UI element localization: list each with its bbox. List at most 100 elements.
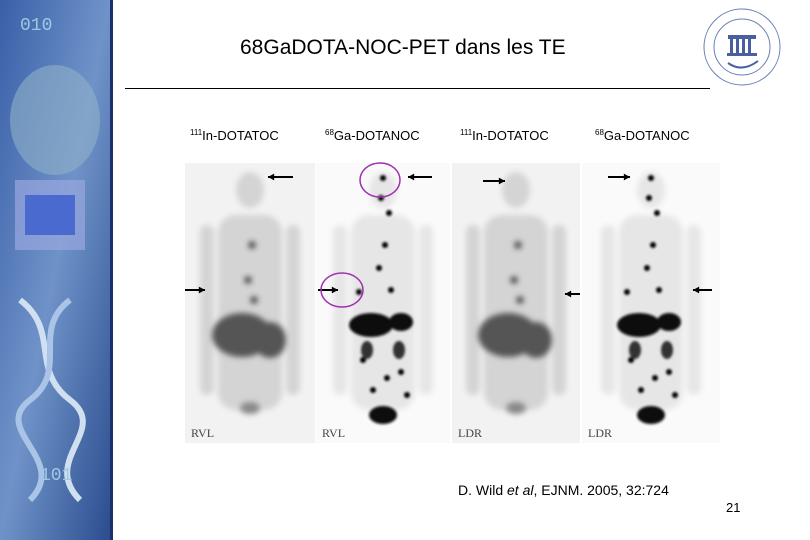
arm: [466, 225, 480, 395]
arm: [419, 225, 433, 395]
highlight-circle: [359, 162, 401, 198]
citation-source: , EJNM. 2005, 32:724: [533, 482, 669, 498]
tracer: Ga-DOTANOC: [333, 128, 420, 143]
head: [502, 172, 530, 208]
lesion: [380, 175, 386, 181]
body: [601, 172, 701, 410]
lesion: [376, 265, 382, 271]
lesion: [644, 265, 650, 271]
highlight-circle: [320, 272, 364, 308]
lesion: [650, 242, 656, 248]
body: [466, 172, 566, 410]
tracer: Ga-DOTANOC: [603, 128, 690, 143]
kidney: [629, 341, 641, 359]
tracer: In-DOTATOC: [202, 128, 279, 143]
lesion: [510, 276, 518, 284]
abdomen: [254, 322, 286, 358]
kidney: [361, 341, 373, 359]
lesion: [248, 241, 256, 249]
panel-label: 111In-DOTATOC: [460, 128, 549, 143]
strip-border: [110, 0, 113, 540]
liver: [349, 313, 393, 337]
organs: [212, 241, 286, 414]
head: [369, 172, 397, 208]
panel-label: 111In-DOTATOC: [190, 128, 279, 143]
lesion: [370, 387, 376, 393]
organs: [349, 175, 413, 424]
svg-text:101: 101: [40, 466, 72, 486]
bladder: [637, 406, 665, 424]
citation: D. Wild et al, EJNM. 2005, 32:724: [458, 482, 669, 498]
arrow-head: [693, 286, 700, 294]
torso: [484, 215, 548, 410]
lesion: [652, 375, 658, 381]
arrow-head: [565, 290, 572, 298]
corner-label: LDR: [458, 426, 482, 440]
arm: [200, 225, 214, 395]
lesion: [382, 242, 388, 248]
bladder: [506, 402, 526, 414]
lesion: [514, 241, 522, 249]
arrow-head: [498, 177, 505, 185]
arm: [286, 225, 300, 395]
kidney: [661, 341, 673, 359]
arm: [687, 225, 701, 395]
body: [200, 172, 300, 410]
isotope: 111: [190, 128, 203, 137]
arrow-head: [408, 173, 415, 181]
university-logo: [703, 8, 781, 86]
liver: [617, 313, 661, 337]
head: [236, 172, 264, 208]
slide-title: 68GaDOTA-NOC-PET dans les TE: [240, 36, 566, 59]
isotope: 111: [460, 128, 473, 137]
spleen: [389, 313, 413, 331]
lesion: [384, 375, 390, 381]
head: [637, 172, 665, 208]
panel-label: 68Ga-DOTANOC: [325, 128, 420, 143]
lesion: [516, 296, 524, 304]
corner-label: RVL: [322, 426, 345, 440]
lesion: [624, 289, 630, 295]
lesion: [628, 357, 634, 363]
lesion: [648, 175, 654, 181]
tracer: In-DOTATOC: [472, 128, 549, 143]
lesion: [638, 387, 644, 393]
corner-label: RVL: [191, 426, 214, 440]
organs: [617, 175, 681, 424]
lesion: [388, 287, 394, 293]
body: [333, 172, 433, 410]
decorative-strip: 010 101: [0, 0, 110, 540]
lesion: [646, 195, 652, 201]
citation-etal: et al: [507, 482, 534, 498]
kidney: [393, 341, 405, 359]
title-rule: [125, 88, 710, 89]
arm: [552, 225, 566, 395]
bladder: [240, 402, 260, 414]
lesion: [356, 289, 362, 295]
lesion: [656, 287, 662, 293]
panel-label: 68Ga-DOTANOC: [595, 128, 690, 143]
lesion: [378, 195, 384, 201]
arrow-head: [268, 173, 275, 181]
bladder: [369, 406, 397, 424]
page-number: 21: [726, 500, 741, 515]
lesion: [386, 210, 392, 216]
lesion: [404, 392, 410, 398]
isotope: 68: [325, 128, 334, 137]
arm: [601, 225, 615, 395]
torso: [351, 215, 415, 410]
arrow-head: [623, 173, 630, 181]
torso: [619, 215, 683, 410]
lesion: [666, 369, 672, 375]
citation-authors: D. Wild: [458, 482, 507, 498]
isotope: 68: [595, 128, 604, 137]
lesion: [250, 296, 258, 304]
lesion: [672, 392, 678, 398]
abdomen: [520, 322, 552, 358]
arrow-head: [198, 286, 205, 294]
svg-text:010: 010: [20, 16, 52, 36]
lesion: [398, 369, 404, 375]
organs: [478, 241, 552, 414]
